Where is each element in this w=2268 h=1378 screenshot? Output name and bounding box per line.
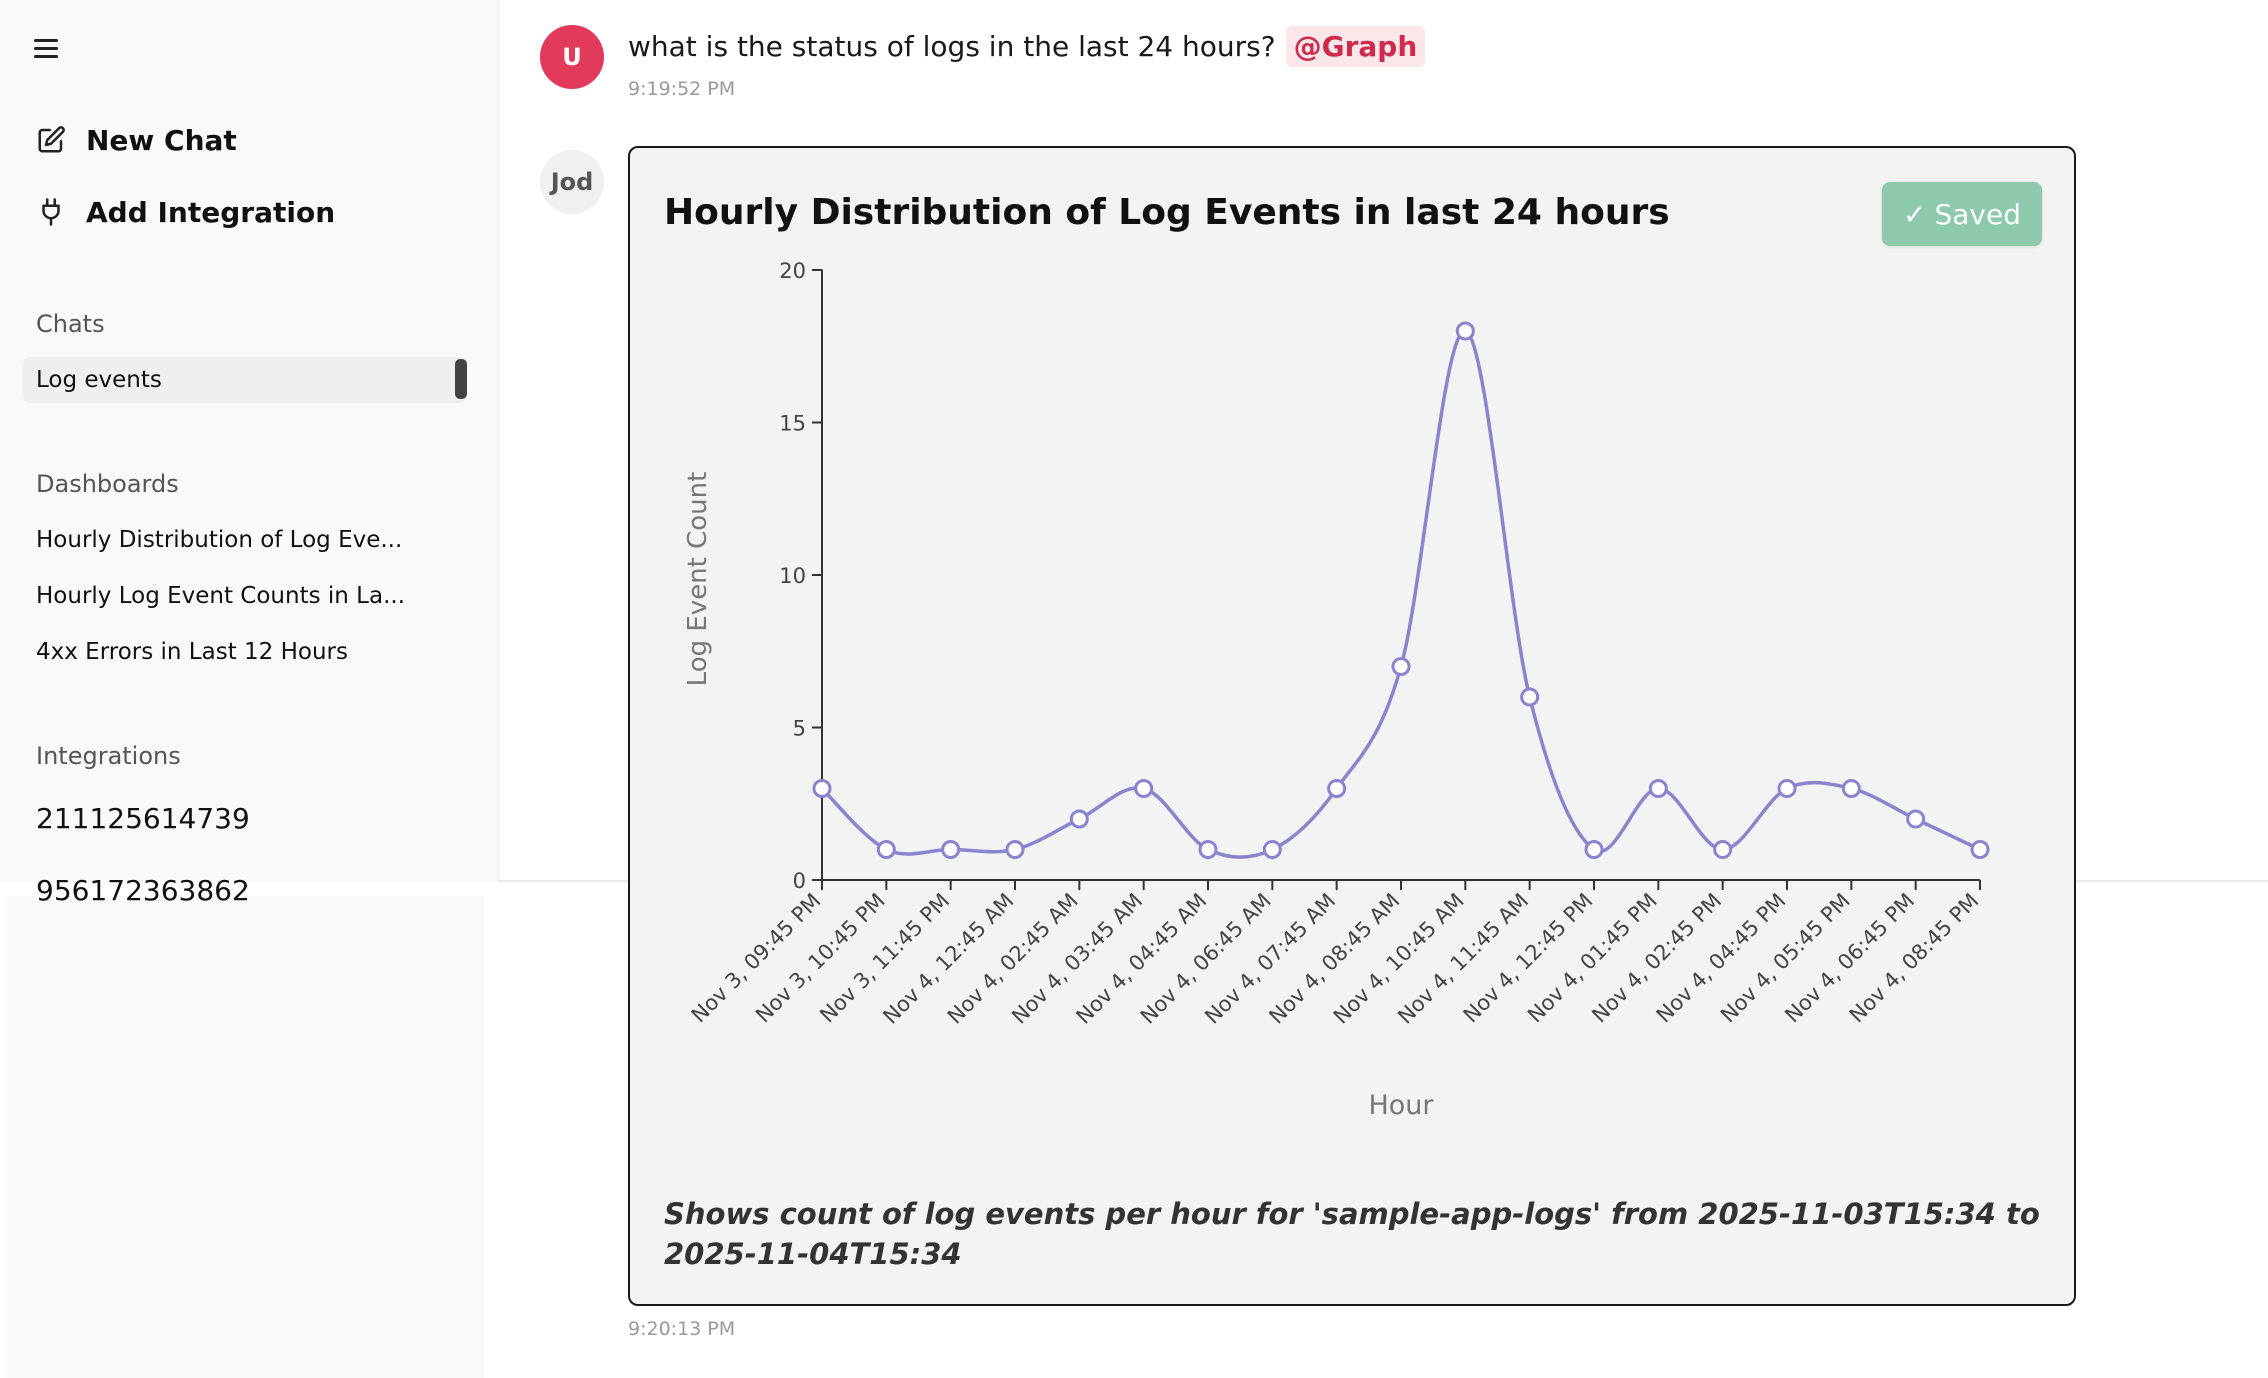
- data-point: [1005, 840, 1025, 859]
- sidebar: New Chat Add Integration Chats Log event…: [0, 0, 498, 882]
- y-tick-label: 0: [793, 869, 806, 893]
- data-point: [1069, 809, 1089, 829]
- dashboard-item[interactable]: Hourly Log Event Counts in La...: [36, 583, 406, 609]
- add-integration-button[interactable]: Add Integration: [34, 190, 335, 234]
- plug-icon: [34, 195, 68, 229]
- chart-card: Hourly Distribution of Log Events in las…: [628, 146, 2076, 1306]
- integrations-section-title: Integrations: [36, 742, 181, 770]
- y-tick-label: 5: [793, 717, 806, 741]
- data-point: [876, 840, 896, 859]
- data-point: [1713, 840, 1733, 859]
- chats-section-title: Chats: [36, 310, 105, 338]
- saved-button[interactable]: ✓ Saved: [1882, 182, 2042, 246]
- chat-item-label: Log events: [36, 367, 162, 393]
- data-point: [1584, 840, 1604, 859]
- chat-item-log-events[interactable]: Log events: [22, 357, 467, 403]
- new-chat-button[interactable]: New Chat: [34, 118, 237, 162]
- y-tick-label: 20: [779, 259, 806, 283]
- data-point: [1841, 779, 1861, 798]
- chart-caption: Shows count of log events per hour for '…: [664, 1197, 2040, 1271]
- scroll-handle[interactable]: [455, 359, 467, 399]
- series-line: [820, 329, 1981, 859]
- data-point: [1520, 687, 1540, 707]
- user-message: what is the status of logs in the last 2…: [628, 26, 1426, 67]
- user-message-text: what is the status of logs in the last 2…: [628, 30, 1276, 63]
- data-point: [1906, 809, 1926, 829]
- reply-time: 9:20:13 PM: [628, 1318, 736, 1340]
- data-point: [812, 779, 832, 798]
- add-integration-label: Add Integration: [86, 195, 336, 229]
- chart-title: Hourly Distribution of Log Events in las…: [664, 192, 1670, 233]
- y-tick-label: 15: [779, 412, 806, 436]
- check-icon: ✓: [1903, 197, 1927, 231]
- y-axis-title: Log Event Count: [683, 472, 713, 687]
- integration-item[interactable]: 211125614739: [36, 802, 250, 835]
- data-point: [1198, 840, 1218, 859]
- dashboard-item[interactable]: 4xx Errors in Last 12 Hours: [36, 639, 348, 665]
- user-avatar: U: [540, 25, 604, 89]
- data-point: [1134, 779, 1154, 798]
- user-message-time: 9:19:52 PM: [628, 78, 736, 100]
- data-point: [1648, 779, 1668, 798]
- data-point: [1777, 779, 1797, 798]
- dashboards-section-title: Dashboards: [36, 470, 179, 498]
- mention-tag[interactable]: @Graph: [1285, 26, 1426, 67]
- hamburger-icon[interactable]: [34, 36, 60, 60]
- data-point: [1262, 840, 1282, 859]
- divider: [498, 0, 499, 882]
- data-point: [1391, 657, 1411, 676]
- data-point: [1327, 779, 1347, 798]
- edit-icon: [34, 123, 68, 157]
- y-tick-label: 10: [779, 564, 806, 588]
- x-axis-title: Hour: [1368, 1090, 1434, 1121]
- assistant-avatar: Jod: [540, 150, 604, 214]
- data-point: [941, 840, 961, 859]
- saved-label: Saved: [1934, 197, 2021, 231]
- dashboard-item[interactable]: Hourly Distribution of Log Eve...: [36, 527, 403, 553]
- integration-item[interactable]: 956172363862: [36, 874, 250, 907]
- data-point: [1970, 840, 1990, 859]
- new-chat-label: New Chat: [86, 123, 237, 157]
- data-point: [1455, 321, 1475, 341]
- sidebar-lower-panel: [5, 896, 484, 1378]
